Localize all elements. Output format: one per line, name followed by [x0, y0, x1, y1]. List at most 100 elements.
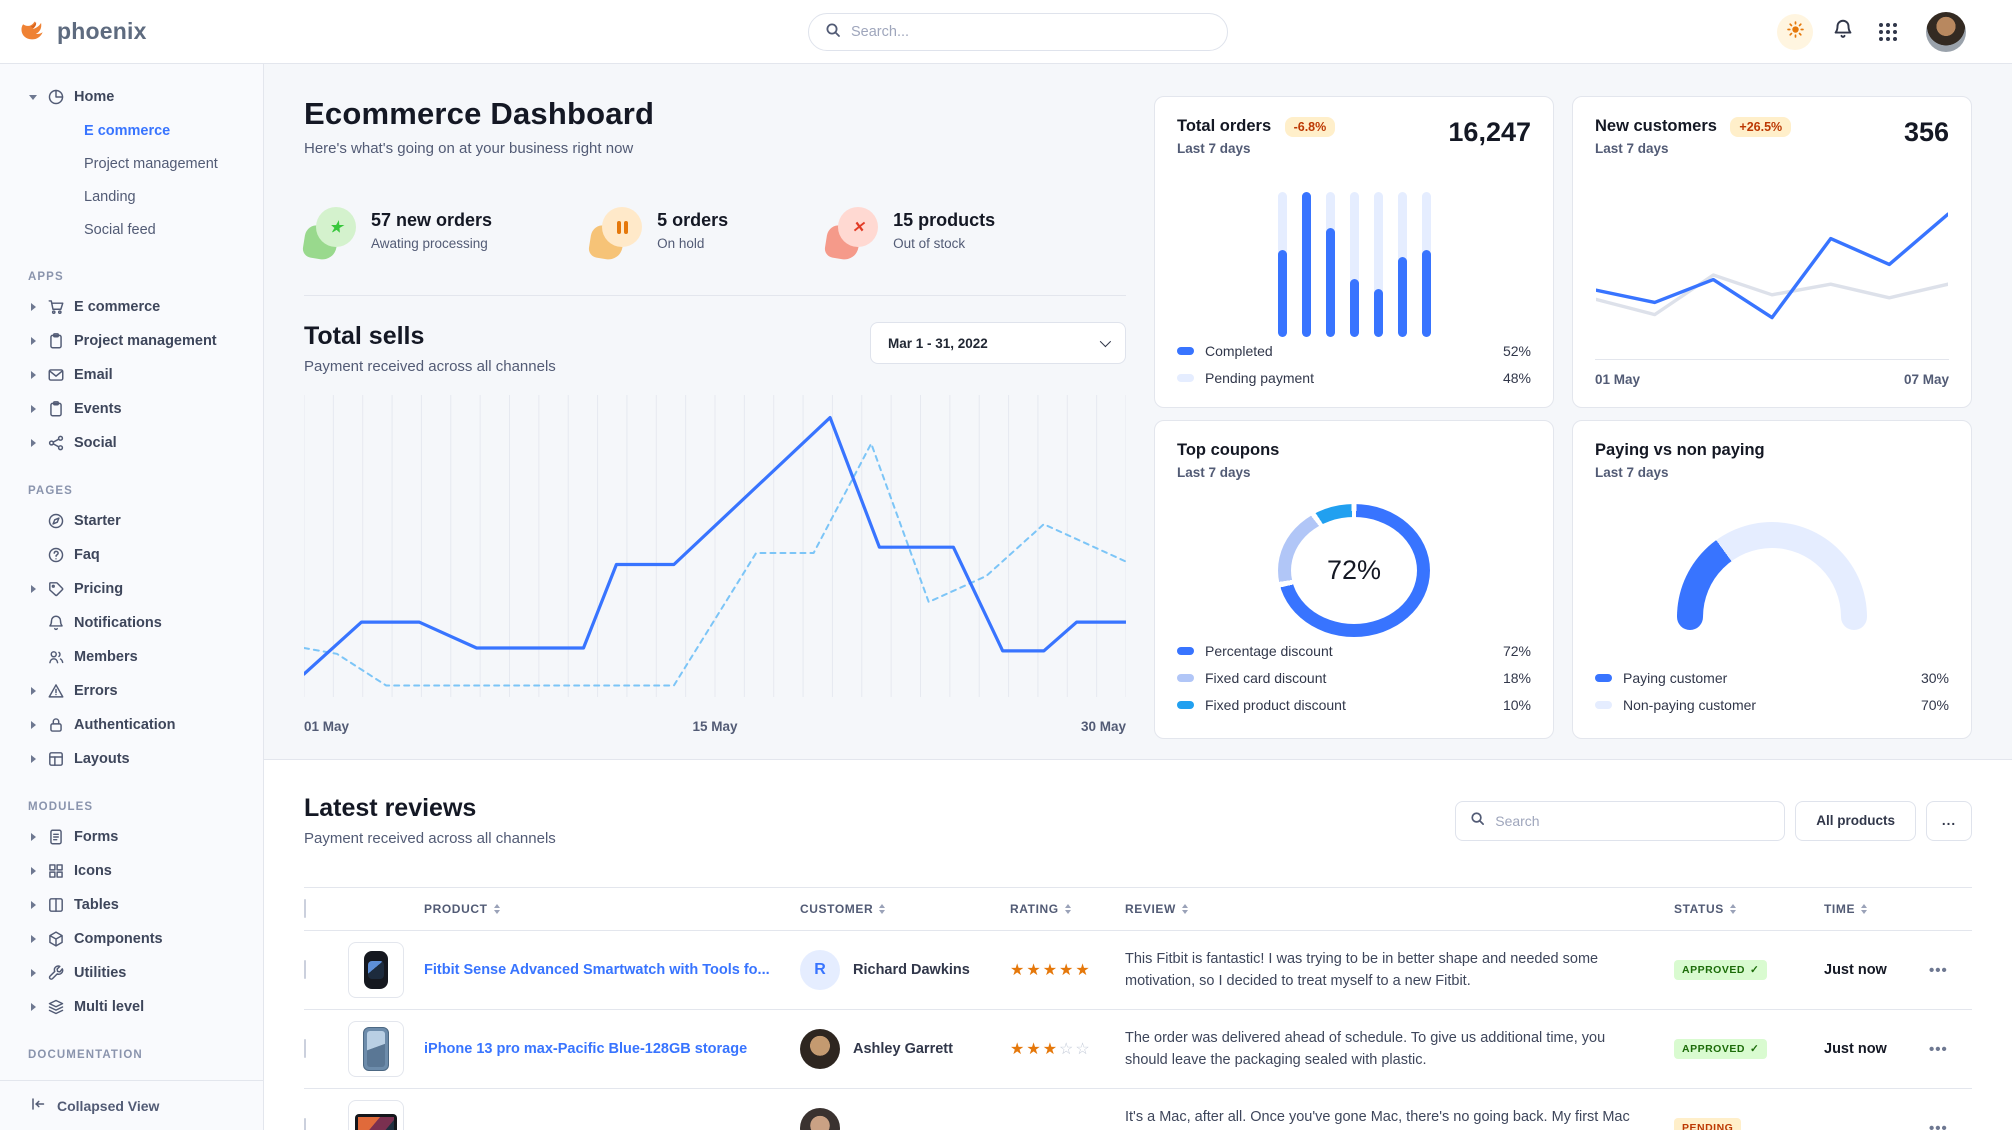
column-header-time[interactable]: TIME [1824, 902, 1929, 916]
navbar-actions [1777, 11, 1966, 52]
brand-logo[interactable]: phoenix [18, 14, 147, 49]
total-sells-x-axis: 01 May 15 May 30 May [304, 719, 1126, 734]
sort-icon [879, 904, 886, 914]
all-products-button[interactable]: All products [1795, 800, 1916, 841]
order-bar [1421, 192, 1431, 337]
sidebar-item-label: E commerce [74, 299, 161, 315]
column-header-label: TIME [1824, 902, 1856, 916]
pause-badge-icon [587, 207, 643, 262]
select-all-checkbox[interactable] [304, 899, 306, 918]
check-icon: ✓ [1749, 964, 1760, 976]
sidebar-item-components[interactable]: Components [28, 922, 253, 956]
caret-right-icon [28, 585, 38, 593]
sidebar-item-members[interactable]: Members [28, 640, 253, 674]
sidebar-item-label: Errors [74, 683, 118, 699]
legend-value: 10% [1502, 696, 1531, 713]
rating-stars: ★★★★★ [1010, 960, 1125, 980]
cart-icon [47, 298, 65, 316]
reviews-search-input[interactable] [1495, 812, 1771, 829]
total-orders-period: Last 7 days [1177, 141, 1251, 156]
new-customers-x-axis: 01 May 07 May [1595, 359, 1949, 387]
paying-period: Last 7 days [1595, 465, 1669, 480]
theme-toggle-button[interactable] [1777, 13, 1813, 50]
sidebar-item-label: Social [74, 435, 117, 451]
legend-label: Paying customer [1623, 669, 1728, 686]
collapse-view-button[interactable]: Collapsed View [0, 1080, 263, 1130]
row-actions-button[interactable]: ••• [1929, 1119, 1948, 1130]
collapse-view-label: Collapsed View [57, 1097, 160, 1114]
total-orders-value: 16,247 [1448, 117, 1531, 147]
customer-avatar[interactable] [800, 1029, 840, 1069]
customer-avatar[interactable] [800, 1108, 840, 1130]
sidebar-subitem-e-commerce[interactable]: E commerce [84, 122, 171, 139]
legend-row: Pending payment 48% [1177, 364, 1531, 391]
status-label: PENDING [1682, 1122, 1734, 1130]
row-actions-button[interactable]: ••• [1929, 961, 1948, 979]
sidebar-item-multi-level[interactable]: Multi level [28, 990, 253, 1024]
reviews-table: PRODUCT CUSTOMER RATING REVIEW STATUS TIME Fi… [304, 887, 1972, 1130]
user-avatar[interactable] [1926, 11, 1966, 52]
sidebar-item-tables[interactable]: Tables [28, 888, 253, 922]
row-checkbox[interactable] [304, 1118, 306, 1130]
sidebar-item-pricing[interactable]: Pricing [28, 572, 253, 606]
search-input[interactable] [851, 24, 1211, 40]
sidebar-item-events[interactable]: Events [28, 392, 253, 426]
apps-menu-button[interactable] [1873, 17, 1903, 47]
total-sells-subtitle: Payment received across all channels [304, 358, 556, 375]
legend-value: 30% [1920, 669, 1949, 686]
product-thumbnail[interactable] [348, 942, 404, 998]
row-checkbox-cell [304, 1039, 348, 1058]
sidebar-item-email[interactable]: Email [28, 358, 253, 392]
sidebar-item-authentication[interactable]: Authentication [28, 708, 253, 742]
sidebar-item-icons[interactable]: Icons [28, 854, 253, 888]
column-header-status[interactable]: STATUS [1674, 902, 1824, 916]
product-thumbnail[interactable] [348, 1100, 404, 1130]
sidebar-item-errors[interactable]: Errors [28, 674, 253, 708]
sidebar-item-label: Multi level [74, 999, 145, 1015]
legend-value: 72% [1502, 642, 1531, 659]
rating-stars: ★★★☆☆ [1010, 1039, 1125, 1059]
sidebar-item-layouts[interactable]: Layouts [28, 742, 253, 776]
sidebar-subitem-project-management[interactable]: Project management [84, 155, 218, 172]
caret-right-icon [28, 687, 38, 695]
sidebar-item-project-management[interactable]: Project management [28, 324, 253, 358]
stat-2: 5 orders On hold [587, 207, 728, 262]
sidebar-item-social[interactable]: Social [28, 426, 253, 460]
status-label: APPROVED [1682, 1043, 1745, 1055]
row-checkbox[interactable] [304, 960, 306, 979]
more-options-button[interactable]: ... [1926, 800, 1972, 841]
sidebar-item-label: Home [74, 89, 115, 105]
column-header-review[interactable]: REVIEW [1125, 902, 1674, 916]
x-tick-end: 07 May [1903, 372, 1949, 387]
pause-icon [616, 220, 628, 234]
product-thumbnail[interactable] [348, 1021, 404, 1077]
latest-reviews-section: Latest reviews Payment received across a… [264, 759, 2012, 1130]
date-range-select[interactable]: Mar 1 - 31, 2022 [870, 322, 1126, 364]
notifications-button[interactable] [1828, 17, 1858, 47]
sidebar-item-home[interactable]: Home [28, 80, 253, 114]
sidebar-item-forms[interactable]: Forms [28, 820, 253, 854]
top-coupons-period: Last 7 days [1177, 465, 1251, 480]
column-header-product[interactable]: PRODUCT [424, 902, 800, 916]
sidebar-subitem-landing[interactable]: Landing [84, 188, 136, 205]
sidebar-item-e-commerce[interactable]: E commerce [28, 290, 253, 324]
sidebar-item-notifications[interactable]: Notifications [28, 606, 253, 640]
column-header-rating[interactable]: RATING [1010, 902, 1125, 916]
row-checkbox[interactable] [304, 1039, 306, 1058]
sidebar-item-utilities[interactable]: Utilities [28, 956, 253, 990]
legend-label: Fixed card discount [1205, 669, 1327, 686]
caret-right-icon [28, 833, 38, 841]
product-link[interactable]: Fitbit Sense Advanced Smartwatch with To… [424, 962, 770, 978]
product-link[interactable]: iPhone 13 pro max-Pacific Blue-128GB sto… [424, 1041, 748, 1057]
sidebar-item-starter[interactable]: Starter [28, 504, 253, 538]
row-actions-button[interactable]: ••• [1929, 1040, 1948, 1058]
legend-row: Fixed product discount 10% [1177, 691, 1531, 718]
sidebar-subitem-social-feed[interactable]: Social feed [84, 221, 156, 238]
star-filled-icon: ★ [1010, 1041, 1027, 1058]
column-header-customer[interactable]: CUSTOMER [800, 902, 1010, 916]
sidebar-item-faq[interactable]: Faq [28, 538, 253, 572]
customer-avatar[interactable]: R [800, 950, 840, 990]
legend-label: Percentage discount [1205, 642, 1333, 659]
order-bar [1301, 192, 1311, 337]
sidebar-item-label: Utilities [74, 965, 127, 981]
